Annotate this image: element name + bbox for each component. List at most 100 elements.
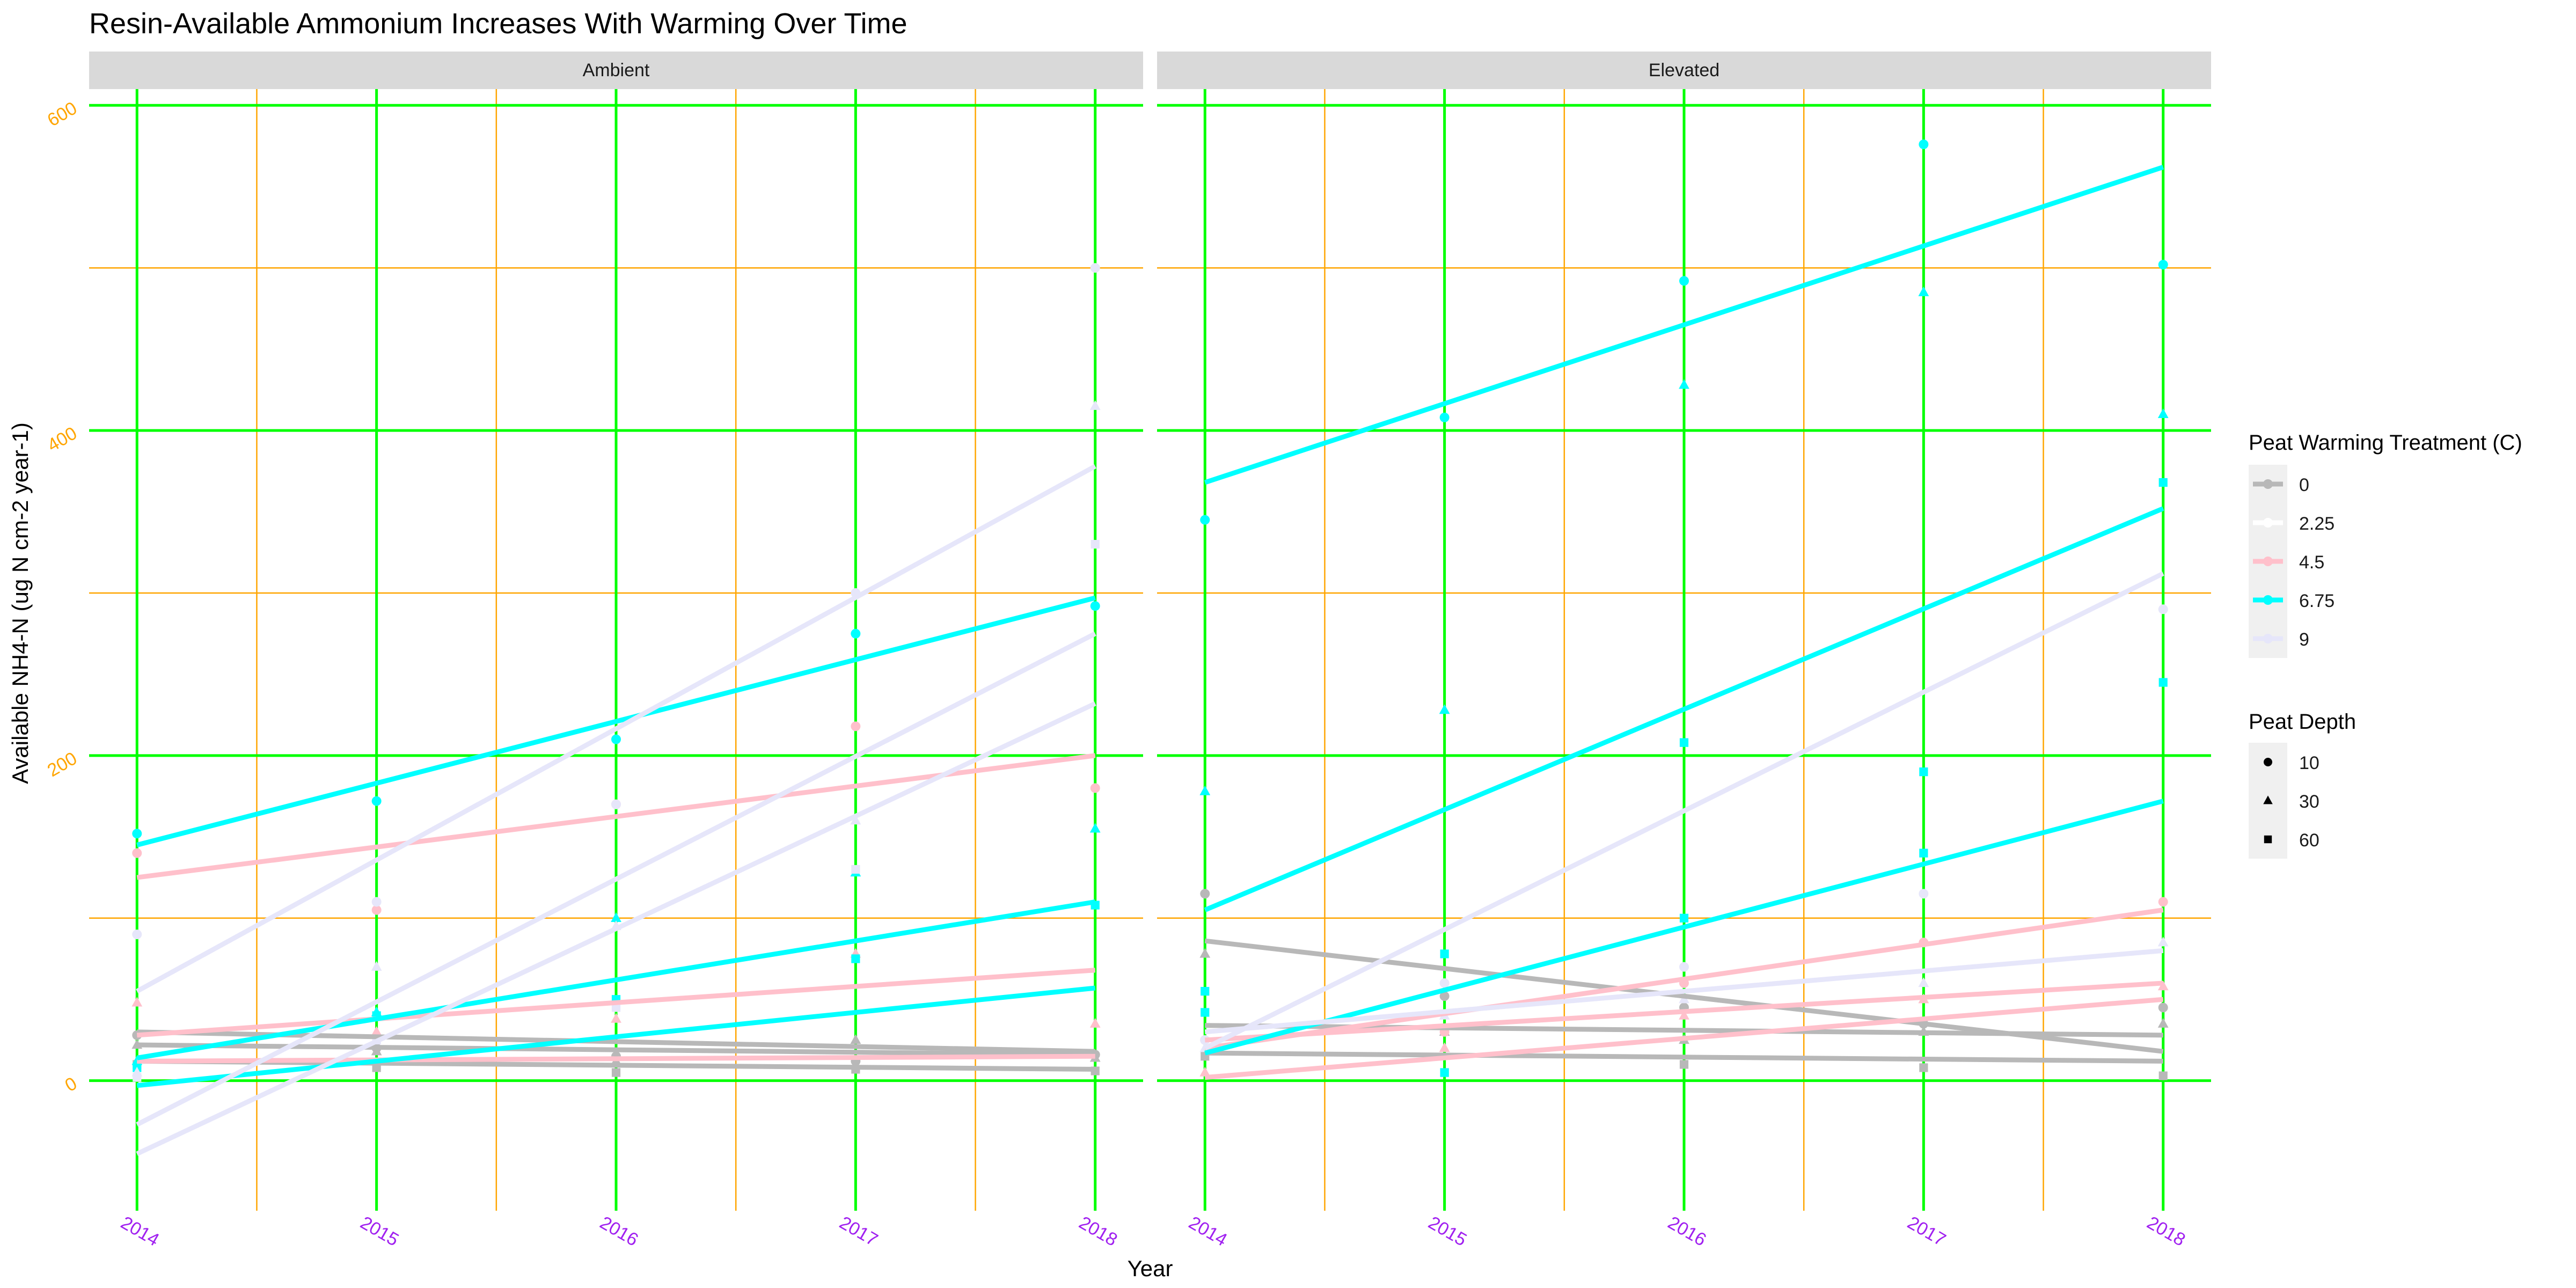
data-point [132,829,142,839]
data-point [1439,1042,1450,1052]
trend-line [1204,165,2164,485]
data-point [1919,848,1928,858]
legend-color-key-point [2263,479,2273,489]
legend-shape-key [2264,835,2272,844]
data-point [132,848,142,858]
data-point [1439,978,1450,988]
data-point [1199,1066,1211,1077]
facet-strip [89,52,1143,89]
trend-line [1204,799,2164,1056]
legend-color-label: 0 [2299,475,2309,495]
legend-color-key-point [2263,634,2273,643]
data-point [1090,601,1100,611]
data-point [1679,1009,1689,1020]
data-point [2158,1002,2168,1013]
trend-line [136,968,1096,1038]
legend-color-label: 9 [2299,630,2309,650]
data-point [131,997,143,1007]
legend-shape-title: Peat Depth [2249,710,2356,734]
trend-line [136,595,1096,847]
x-tick-label: 2015 [357,1212,402,1250]
data-point [2158,478,2168,487]
y-tick-label: 600 [44,98,80,130]
data-point [1439,991,1450,1001]
data-point [1679,738,1689,747]
data-point [1918,286,1929,296]
legend-color-key-point [2263,557,2273,566]
data-point [1089,1018,1101,1028]
data-point [1440,1068,1449,1077]
data-point [1919,1063,1928,1072]
data-point [611,1013,621,1023]
data-point [1679,1060,1689,1069]
data-point [1679,962,1689,972]
data-point [611,912,621,922]
data-point [611,1068,621,1077]
data-point [371,905,382,915]
trend-line [137,1029,1095,1054]
trend-line [136,464,1096,994]
data-point [851,628,861,639]
data-point [2158,1071,2168,1080]
y-axis-label: Available NH4-N (ug N cm-2 year-1) [8,422,33,784]
trend-line [1204,908,2164,1051]
facet-panels: Ambient 2014 2015 2016 2017 2018 0 200 400 600 Ele… [44,52,2211,1250]
data-point [2157,408,2169,418]
data-point [851,721,861,731]
data-point [1201,986,1210,996]
x-tick-label: 2014 [1185,1212,1231,1250]
legend-color-key-point [2263,518,2273,528]
data-point [851,865,860,874]
facet-strip-label: Ambient [583,60,650,80]
data-point [1089,823,1101,833]
data-point [611,734,621,744]
data-point [850,1034,861,1044]
chart-title: Resin-Available Ammonium Increases With … [89,8,907,40]
legend-shape-key [2264,758,2272,766]
trend-line [137,1053,1095,1064]
data-point [1679,379,1689,389]
trend-line [1205,980,2163,1043]
data-point [1679,276,1689,286]
x-tick-label: 2018 [2143,1212,2189,1250]
y-tick-label: 0 [62,1073,80,1096]
x-tick-label: 2018 [1075,1212,1121,1250]
legend-color-label: 6.75 [2299,591,2334,611]
data-point [1919,767,1928,777]
data-point [2158,604,2168,614]
y-tick-label: 400 [44,423,80,456]
x-tick-label: 2016 [596,1212,642,1250]
data-point [1090,783,1100,793]
data-point [1201,1008,1210,1017]
legend-shape-label: 60 [2299,830,2319,851]
data-point [611,799,621,809]
trend-line [1204,948,2164,1035]
trend-line [137,1042,1095,1057]
legend-color-label: 2.25 [2299,514,2334,534]
legend-shape-key [2263,795,2273,804]
data-point [371,1045,382,1056]
facet-panel: Elevated 2014 2015 2016 2017 2018 [1157,52,2211,1250]
legend-shape-label: 10 [2299,753,2319,773]
legend-shape-label: 30 [2299,792,2319,812]
data-point [1090,263,1100,273]
data-point [1919,889,1929,899]
facet-strip [1157,52,2211,89]
x-tick-label: 2015 [1425,1212,1470,1250]
data-point [1440,949,1449,958]
trend-line [136,701,1096,1157]
legend-color-title: Peat Warming Treatment (C) [2249,431,2522,455]
data-point [371,897,382,907]
data-point [2158,260,2168,270]
trend-line [1204,571,2164,1051]
x-tick-label: 2014 [118,1212,163,1250]
data-point [1091,540,1100,549]
legend-color-items: 0 2.25 4.5 6.75 9 [2253,475,2334,650]
data-point [851,954,860,963]
data-point [1918,977,1929,987]
x-axis-label: Year [1128,1256,1173,1281]
facet-strip-label: Elevated [1649,60,1719,80]
data-point [132,930,142,940]
x-tick-label: 2017 [836,1212,882,1250]
